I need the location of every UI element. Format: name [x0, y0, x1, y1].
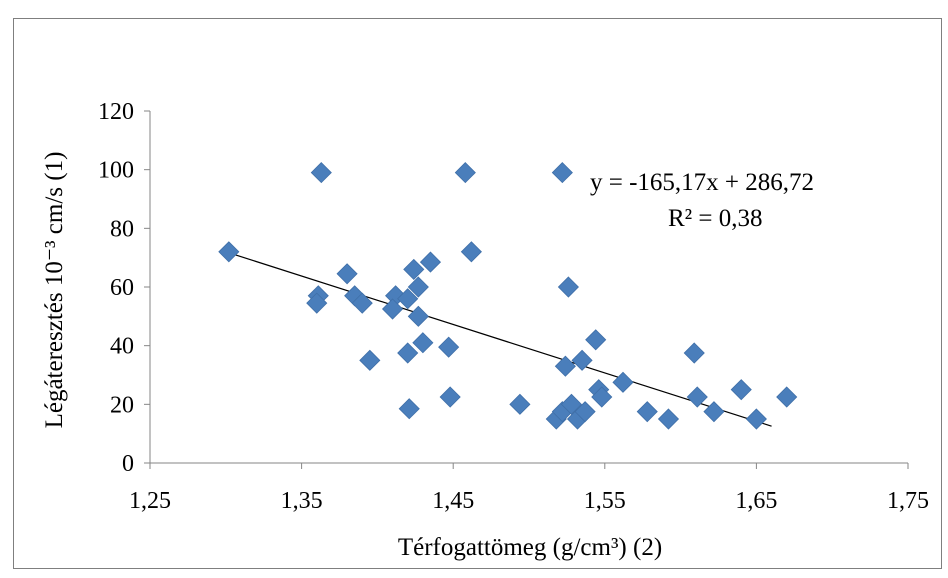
data-point [403, 258, 425, 280]
x-axis-title: Térfogattömeg (g/cm³) (2) [398, 534, 662, 561]
data-point [560, 393, 583, 415]
trendline-group [225, 251, 772, 427]
trendline [225, 251, 772, 427]
y-tick-label: 80 [110, 216, 134, 242]
data-point [336, 263, 358, 285]
data-point [381, 298, 404, 320]
data-point [571, 349, 593, 371]
data-point [657, 408, 680, 430]
data-point [419, 251, 442, 273]
data-point [359, 349, 381, 371]
x-tick-label: 1,45 [432, 488, 474, 514]
tick-labels: 0 20 40 60 80 100 120 1,25 1,35 1,45 1,55 1,65 1,75 [98, 99, 929, 514]
data-point [730, 379, 752, 401]
x-tick-label: 1,65 [735, 488, 777, 514]
data-point [551, 162, 573, 184]
data-point [310, 162, 332, 184]
axes [144, 110, 909, 469]
data-point [776, 386, 798, 408]
trendline-equation: y = -165,17x + 286,72 [590, 169, 814, 196]
r-squared-label: R² = 0,38 [668, 205, 763, 232]
data-point [745, 408, 767, 430]
data-point [554, 355, 576, 377]
y-axis-title: Légáteresztés 10⁻³ cm/s (1) [41, 152, 68, 429]
data-point [439, 386, 461, 408]
data-point [636, 401, 658, 423]
y-tick-label: 0 [122, 451, 134, 477]
x-tick-label: 1,25 [129, 488, 171, 514]
y-tick-label: 20 [110, 392, 134, 418]
data-point [557, 276, 579, 298]
data-point [683, 342, 705, 364]
data-point [218, 241, 240, 263]
x-tick-label: 1,55 [584, 488, 626, 514]
y-tick-label: 100 [98, 158, 134, 184]
data-point [591, 386, 613, 408]
data-point [612, 371, 634, 393]
data-point [703, 401, 725, 423]
data-point [397, 342, 419, 364]
data-point [460, 241, 482, 263]
data-point [398, 398, 420, 420]
data-point [412, 332, 434, 354]
data-point [509, 393, 531, 415]
y-tick-label: 60 [110, 275, 134, 301]
data-point [438, 336, 460, 358]
data-point [686, 386, 708, 408]
y-tick-label: 40 [110, 334, 134, 360]
data-point [351, 292, 373, 314]
data-points [218, 162, 798, 430]
data-point [407, 305, 429, 327]
chart-border [13, 18, 942, 569]
data-point [585, 329, 607, 351]
data-point [574, 401, 596, 423]
x-tick-label: 1,35 [281, 488, 323, 514]
y-tick-label: 120 [98, 99, 134, 125]
data-point [407, 276, 429, 298]
data-point [454, 162, 476, 184]
x-tick-label: 1,75 [887, 488, 929, 514]
data-point [306, 292, 328, 314]
data-point [397, 288, 419, 310]
